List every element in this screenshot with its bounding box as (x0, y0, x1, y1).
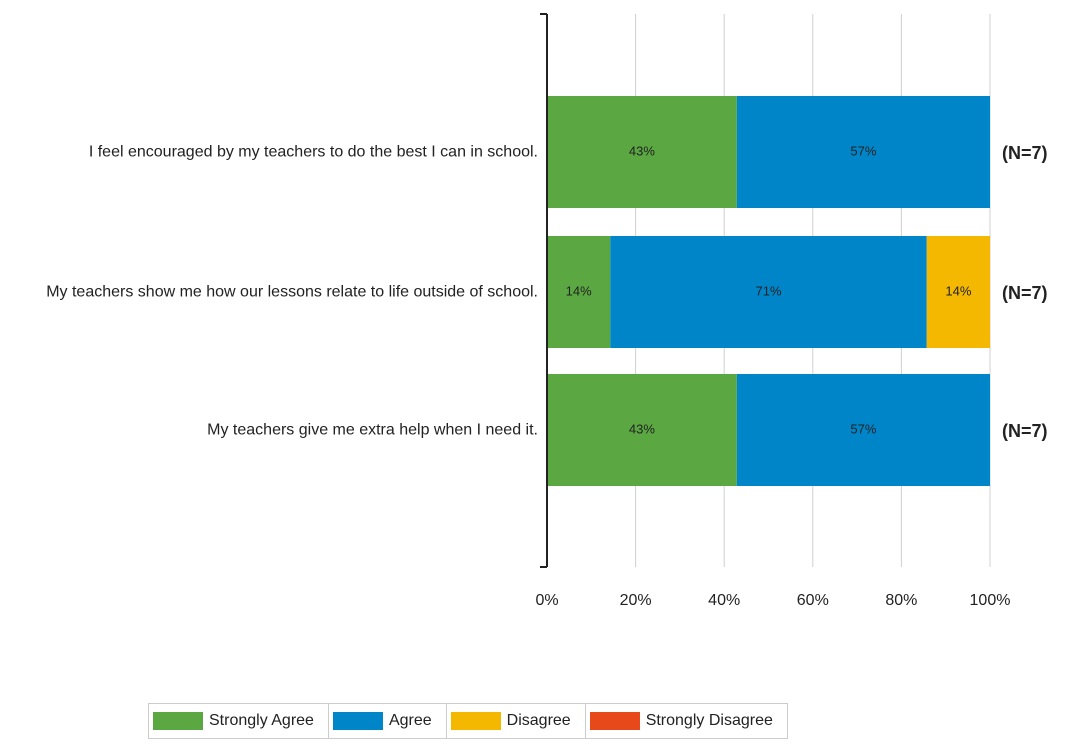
data-label: 14% (566, 283, 592, 298)
legend-item: Disagree (447, 704, 586, 738)
legend-swatch (450, 712, 501, 730)
n-label: (N=7) (1002, 143, 1048, 163)
legend-swatch (589, 712, 640, 730)
data-label: 43% (629, 421, 655, 436)
legend-item: Strongly Agree (149, 704, 329, 738)
data-label: 43% (629, 143, 655, 158)
x-tick-label: 80% (885, 592, 917, 609)
x-tick-label: 100% (970, 592, 1011, 609)
x-tick-label: 40% (708, 592, 740, 609)
category-label: My teachers show me how our lessons rela… (46, 283, 538, 301)
legend-label: Disagree (506, 712, 571, 729)
category-label: I feel encouraged by my teachers to do t… (88, 143, 538, 161)
bar-segment (547, 374, 737, 486)
n-label: (N=7) (1002, 421, 1048, 441)
bar-segment (926, 236, 991, 348)
x-tick-label: 20% (620, 592, 652, 609)
bar-segment (736, 374, 990, 486)
x-tick-label: 60% (797, 592, 829, 609)
n-label: (N=7) (1002, 283, 1048, 303)
legend-item: Agree (329, 704, 447, 738)
bar-segment (547, 236, 611, 348)
data-label: 14% (945, 283, 971, 298)
legend-swatch (332, 712, 383, 730)
bar-segment (736, 96, 990, 208)
x-tick-label: 0% (535, 592, 558, 609)
legend-item: Strongly Disagree (586, 704, 787, 738)
data-label: 71% (756, 283, 782, 298)
legend-swatch (153, 712, 203, 730)
legend-label: Strongly Disagree (645, 712, 773, 729)
legend-label: Agree (388, 712, 432, 729)
data-label: 57% (850, 143, 876, 158)
legend: Strongly Agree Agree Disagree Strongly Disa… (148, 703, 788, 739)
category-label: My teachers give me extra help when I ne… (207, 421, 538, 439)
data-label: 57% (850, 421, 876, 436)
legend-label: Strongly Agree (209, 712, 314, 729)
bar-segment (547, 96, 737, 208)
bar-segment (610, 236, 927, 348)
